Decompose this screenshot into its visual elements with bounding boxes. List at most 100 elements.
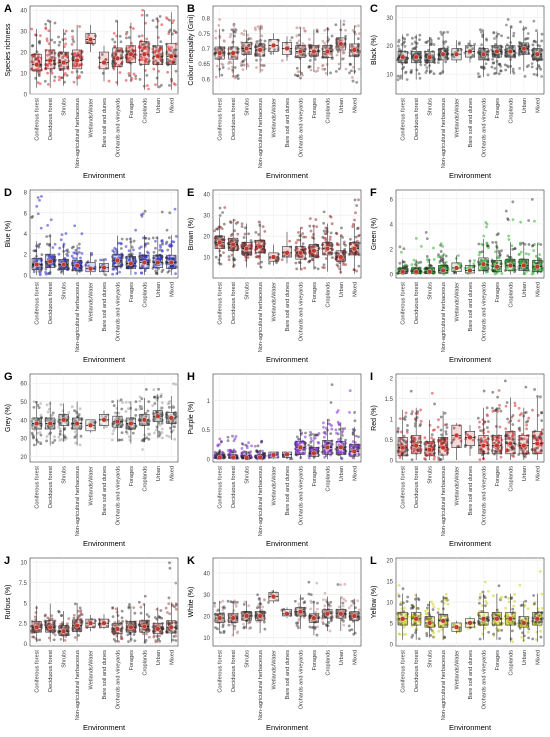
data-point <box>330 34 334 38</box>
data-point <box>348 389 352 392</box>
data-point <box>218 214 222 217</box>
mean-point <box>141 259 147 266</box>
mean-point <box>453 265 460 271</box>
data-point <box>72 40 76 44</box>
data-point <box>513 247 517 251</box>
y-tick-label: 0 <box>24 273 28 279</box>
data-point <box>145 84 149 87</box>
data-point <box>57 43 61 47</box>
data-point <box>32 405 36 409</box>
data-point <box>32 443 36 447</box>
data-point <box>77 64 81 68</box>
mean-point <box>244 455 250 461</box>
data-point <box>539 243 543 246</box>
data-point <box>242 29 246 33</box>
y-tick-label: 1 <box>207 399 211 405</box>
data-point <box>444 254 448 258</box>
data-point <box>410 42 414 46</box>
data-point <box>496 232 500 236</box>
data-point <box>404 411 408 415</box>
data-point <box>218 36 222 39</box>
data-point <box>247 441 250 445</box>
data-point <box>233 74 237 78</box>
y-tick-label: 20 <box>20 51 27 57</box>
data-point <box>48 20 52 24</box>
data-point <box>39 442 43 446</box>
data-point <box>131 431 135 435</box>
x-tick-label: Orchards and vineyards <box>481 98 487 158</box>
data-point <box>132 239 136 243</box>
data-point <box>330 222 334 226</box>
data-point <box>482 66 486 70</box>
data-point <box>540 39 544 43</box>
data-point <box>138 251 142 255</box>
data-point <box>157 387 160 391</box>
data-point <box>299 456 303 459</box>
data-point <box>255 40 259 44</box>
data-point <box>503 63 507 67</box>
data-point <box>506 217 510 221</box>
data-point <box>329 71 332 75</box>
data-point <box>481 29 485 32</box>
data-point <box>231 41 235 44</box>
x-tick-label: Coniferous forest <box>35 466 41 509</box>
data-point <box>115 406 119 410</box>
data-point <box>249 450 253 454</box>
data-point <box>322 263 326 267</box>
panel-letter: H <box>187 371 195 383</box>
data-point <box>61 409 65 413</box>
data-point <box>153 402 157 405</box>
y-axis-label: Blue (%) <box>5 221 12 248</box>
data-point <box>477 242 481 246</box>
data-point <box>328 235 332 239</box>
data-point <box>38 242 42 246</box>
data-point <box>477 253 481 257</box>
data-point <box>329 231 333 235</box>
data-point <box>145 13 149 17</box>
data-point <box>46 63 49 67</box>
mean-point <box>284 451 290 457</box>
data-point <box>115 267 119 271</box>
data-point <box>253 444 257 448</box>
x-tick-label: Coniferous forest <box>401 98 407 141</box>
data-point <box>60 76 64 80</box>
data-point <box>110 438 114 442</box>
data-point <box>130 41 133 45</box>
mean-point <box>257 454 263 460</box>
data-point <box>337 67 341 71</box>
mean-point <box>34 62 40 68</box>
data-point <box>45 242 49 246</box>
data-point <box>59 403 63 407</box>
data-point <box>343 247 347 251</box>
data-point <box>158 431 162 435</box>
data-point <box>425 66 429 69</box>
data-point <box>243 232 247 236</box>
data-point <box>357 233 361 237</box>
y-axis-label: Black (%) <box>371 35 378 65</box>
mean-point <box>101 59 107 66</box>
data-point <box>78 443 82 447</box>
data-point <box>137 34 141 38</box>
data-point <box>307 260 311 264</box>
mean-point <box>244 45 250 52</box>
data-point <box>35 57 39 61</box>
data-point <box>491 61 495 65</box>
data-point <box>111 400 114 404</box>
mean-point <box>168 415 174 421</box>
data-point <box>507 234 510 238</box>
data-point <box>71 37 75 41</box>
data-point <box>240 64 243 67</box>
data-point <box>44 27 48 31</box>
mean-point <box>311 248 317 254</box>
data-point <box>217 24 221 27</box>
data-point <box>402 247 406 250</box>
data-point <box>538 44 542 48</box>
mean-point <box>101 417 107 423</box>
data-point <box>118 438 121 442</box>
mean-point <box>257 47 263 53</box>
data-point <box>526 32 530 35</box>
x-tick-label: Shrubs <box>245 466 251 484</box>
data-point <box>38 431 42 434</box>
